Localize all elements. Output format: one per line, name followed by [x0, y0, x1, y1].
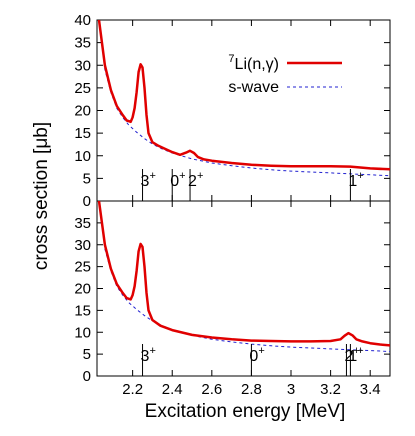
- series-line-s-wave: [98, 20, 390, 177]
- x-tick-label: 3: [287, 381, 295, 398]
- level-label: 1+: [348, 170, 363, 190]
- y-tick-label: 5: [83, 170, 91, 187]
- series-line-s-wave: [98, 201, 390, 352]
- y-tick-label: 35: [74, 35, 91, 52]
- y-tick-label: 10: [74, 148, 91, 165]
- y-tick-label: 15: [74, 302, 91, 319]
- y-axis-label: cross section [μb]: [31, 122, 52, 270]
- x-tick-label: 2.4: [162, 381, 183, 398]
- legend-label-s-wave: s-wave: [228, 79, 279, 96]
- level-parity: +: [357, 345, 363, 357]
- x-tick-label: 2.8: [241, 381, 262, 398]
- y-tick-label: 5: [83, 346, 91, 363]
- legend-label-li-n-gamma: 7Li(n,γ): [228, 53, 279, 73]
- level-label: 2+: [188, 170, 203, 190]
- y-tick-label: 40: [74, 12, 91, 29]
- level-parity: +: [149, 345, 155, 357]
- x-tick-label: 2.6: [201, 381, 222, 398]
- legend-label-main: Li(n,γ): [235, 56, 279, 73]
- level-label: 0+: [170, 170, 185, 190]
- y-tick-label: 15: [74, 125, 91, 142]
- x-tick-label: 3.2: [320, 381, 341, 398]
- y-tick-label: 0: [83, 193, 91, 210]
- level-label: 1+: [348, 345, 363, 365]
- level-label: 0+: [249, 345, 264, 365]
- y-tick-label: 20: [74, 103, 91, 120]
- level-parity: +: [197, 170, 203, 182]
- series-line-li-n-gamma: [97, 20, 390, 171]
- y-tick-label: 25: [74, 259, 91, 276]
- y-tick-label: 25: [74, 80, 91, 97]
- level-parity: +: [179, 170, 185, 182]
- x-tick-label: 3.4: [360, 381, 381, 398]
- y-tick-label: 20: [74, 281, 91, 298]
- x-axis-label: Excitation energy [MeV]: [145, 401, 346, 422]
- level-label: 3+: [141, 170, 156, 190]
- y-tick-label: 30: [74, 57, 91, 74]
- level-parity: +: [353, 345, 359, 357]
- y-tick-label: 10: [74, 324, 91, 341]
- level-parity: +: [149, 170, 155, 182]
- level-parity: +: [357, 170, 363, 182]
- level-parity: +: [258, 345, 264, 357]
- y-tick-label: 30: [74, 237, 91, 254]
- series-line-li-n-gamma: [97, 201, 390, 347]
- x-tick-label: 2.2: [122, 381, 143, 398]
- y-tick-label: 35: [74, 215, 91, 232]
- level-label: 3+: [141, 345, 156, 365]
- legend-label-superscript: 7: [228, 53, 234, 65]
- y-tick-label: 0: [83, 368, 91, 385]
